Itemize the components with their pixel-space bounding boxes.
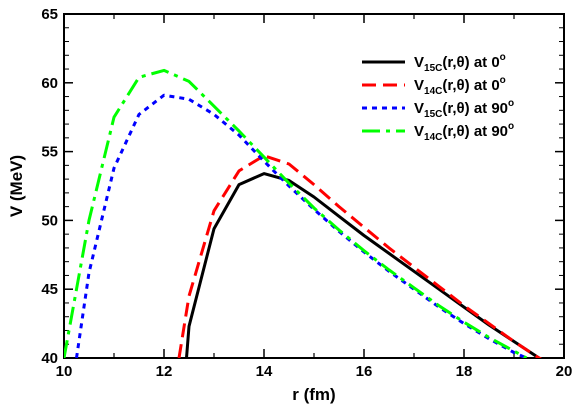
y-tick-label: 50 [41, 212, 58, 229]
legend-superscript: o [500, 52, 506, 63]
legend-label: (r,θ) at 0 [442, 54, 499, 71]
y-tick-label: 65 [41, 6, 58, 23]
legend-entry-3: V14C(r,θ) at 90o [414, 121, 514, 143]
y-tick-label: 45 [41, 281, 58, 298]
legend-base: V [414, 77, 424, 94]
legend-base: V [414, 54, 424, 71]
y-tick-label: 60 [41, 75, 58, 92]
series-lines [64, 68, 543, 358]
legend-entry-0: V15C(r,θ) at 0o [414, 52, 506, 74]
x-tick-label: 12 [156, 363, 173, 380]
legend-subscript: 14C [424, 86, 442, 97]
legend-label: (r,θ) at 90 [442, 123, 508, 140]
legend-subscript: 15C [424, 63, 442, 74]
series-line-0 [185, 172, 543, 358]
axis-tick-labels: 10 12 14 16 18 20 40 45 50 55 60 65 [41, 6, 572, 380]
legend-superscript: o [508, 121, 514, 132]
legend-superscript: o [508, 98, 514, 109]
x-tick-label: 20 [556, 363, 573, 380]
axis-ticks [63, 13, 565, 359]
legend-base: V [414, 100, 424, 117]
legend-entry-1: V14C(r,θ) at 0o [414, 75, 506, 97]
legend-subscript: 15C [424, 109, 442, 120]
x-tick-label: 14 [256, 363, 273, 380]
y-axis-label: V (MeV) [7, 155, 26, 217]
y-tick-label: 55 [41, 144, 58, 161]
legend-base: V [414, 123, 424, 140]
legend-superscript: o [500, 75, 506, 86]
legend-entry-2: V15C(r,θ) at 90o [414, 98, 514, 120]
x-tick-label: 16 [356, 363, 373, 380]
legend-label: (r,θ) at 0 [442, 77, 499, 94]
x-axis-label: r (fm) [292, 385, 335, 404]
legend-label: (r,θ) at 90 [442, 100, 508, 117]
x-tick-label: 10 [56, 363, 73, 380]
x-tick-label: 18 [456, 363, 473, 380]
legend-subscript: 14C [424, 132, 442, 143]
series-line-2 [75, 93, 528, 358]
series-line-1 [177, 154, 543, 358]
series-line-3 [64, 68, 528, 358]
y-tick-label: 40 [41, 350, 58, 367]
